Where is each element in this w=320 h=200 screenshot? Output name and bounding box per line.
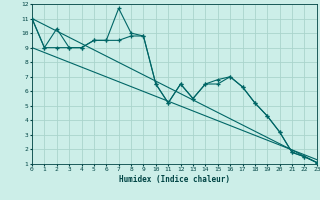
X-axis label: Humidex (Indice chaleur): Humidex (Indice chaleur) xyxy=(119,175,230,184)
